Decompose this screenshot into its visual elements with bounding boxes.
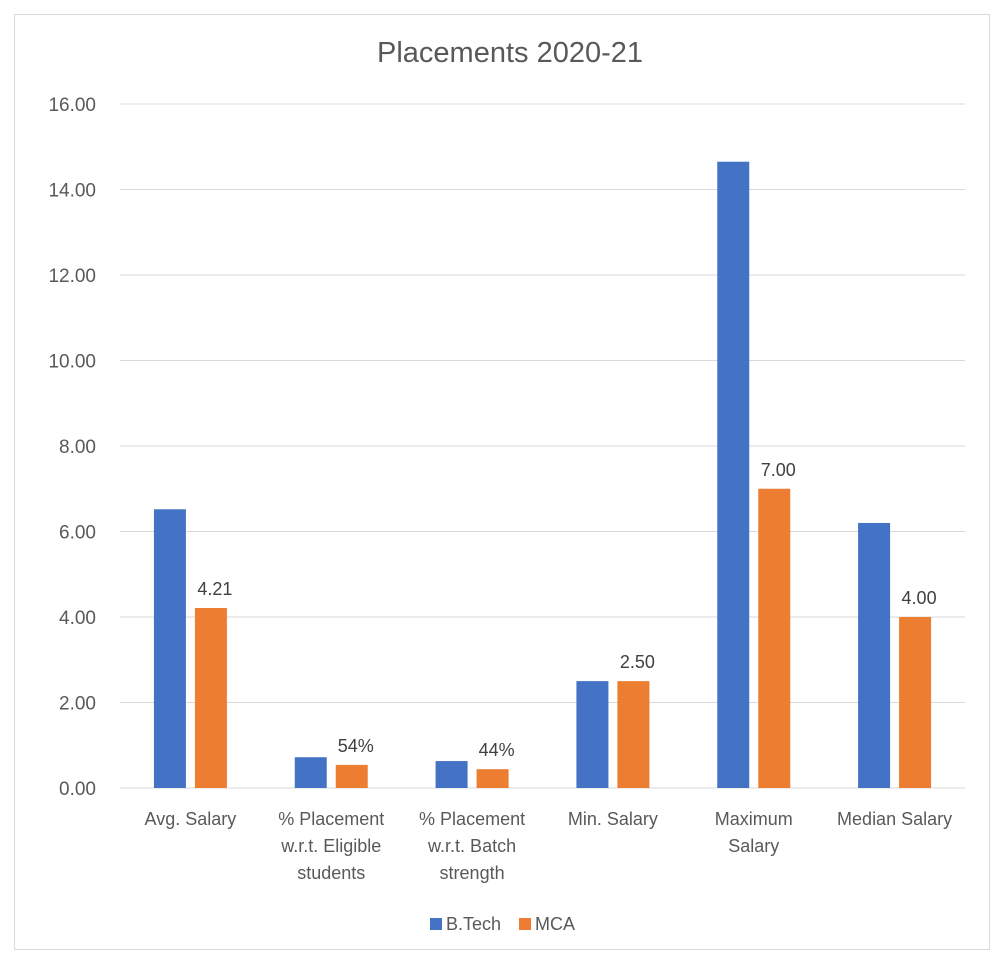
legend-label: B.Tech	[446, 914, 501, 934]
y-axis: 0.00 2.00 4.00 6.00 8.00 10.00 12.00 14.00 16.00	[48, 95, 965, 800]
bar-btech	[294, 757, 327, 788]
data-label: 2.50	[620, 652, 655, 672]
gridlines	[120, 103, 965, 789]
y-tick-label: 4.00	[59, 608, 96, 629]
bar-mca	[758, 488, 791, 788]
category-label: % Placement w.r.t. Eligible students	[278, 809, 384, 883]
y-tick-label: 12.00	[48, 266, 96, 287]
category-label: Median Salary	[837, 809, 952, 829]
data-label: 4.00	[902, 588, 937, 608]
legend: B.Tech MCA	[430, 914, 575, 934]
bar-mca	[335, 764, 368, 788]
y-tick-label: 8.00	[59, 437, 96, 458]
bar-mca	[476, 769, 509, 788]
x-axis: Avg. Salary % Placement w.r.t. Eligible stu…	[145, 809, 953, 883]
bar-btech	[717, 161, 750, 788]
data-label: 44%	[479, 740, 515, 760]
y-tick-label: 6.00	[59, 523, 96, 544]
bars	[153, 161, 932, 788]
bar-mca	[899, 617, 932, 788]
legend-label: MCA	[535, 914, 575, 934]
data-label: 54%	[338, 736, 374, 756]
category-label: Min. Salary	[568, 809, 658, 829]
data-label: 4.21	[197, 579, 232, 599]
bar-mca	[617, 681, 650, 788]
legend-swatch	[430, 918, 442, 930]
data-label: 7.00	[761, 460, 796, 480]
y-tick-label: 14.00	[48, 181, 96, 202]
bar-btech	[435, 761, 468, 788]
y-tick-label: 16.00	[48, 95, 96, 116]
bar-btech	[858, 522, 891, 788]
category-label: % Placement w.r.t. Batch strength	[419, 809, 525, 883]
bar-btech	[576, 681, 609, 788]
y-tick-label: 2.00	[59, 694, 96, 715]
chart-title: Placements 2020-21	[377, 37, 643, 69]
category-label: Avg. Salary	[145, 809, 237, 829]
y-tick-label: 0.00	[59, 779, 96, 800]
bar-btech	[153, 509, 186, 788]
y-tick-label: 10.00	[48, 352, 96, 373]
category-label: Maximum Salary	[715, 809, 793, 856]
chart-frame	[14, 14, 990, 950]
bar-mca	[194, 608, 227, 788]
data-labels: 4.21 54% 44% 2.50 7.00 4.00	[197, 460, 936, 760]
legend-swatch	[519, 918, 532, 930]
